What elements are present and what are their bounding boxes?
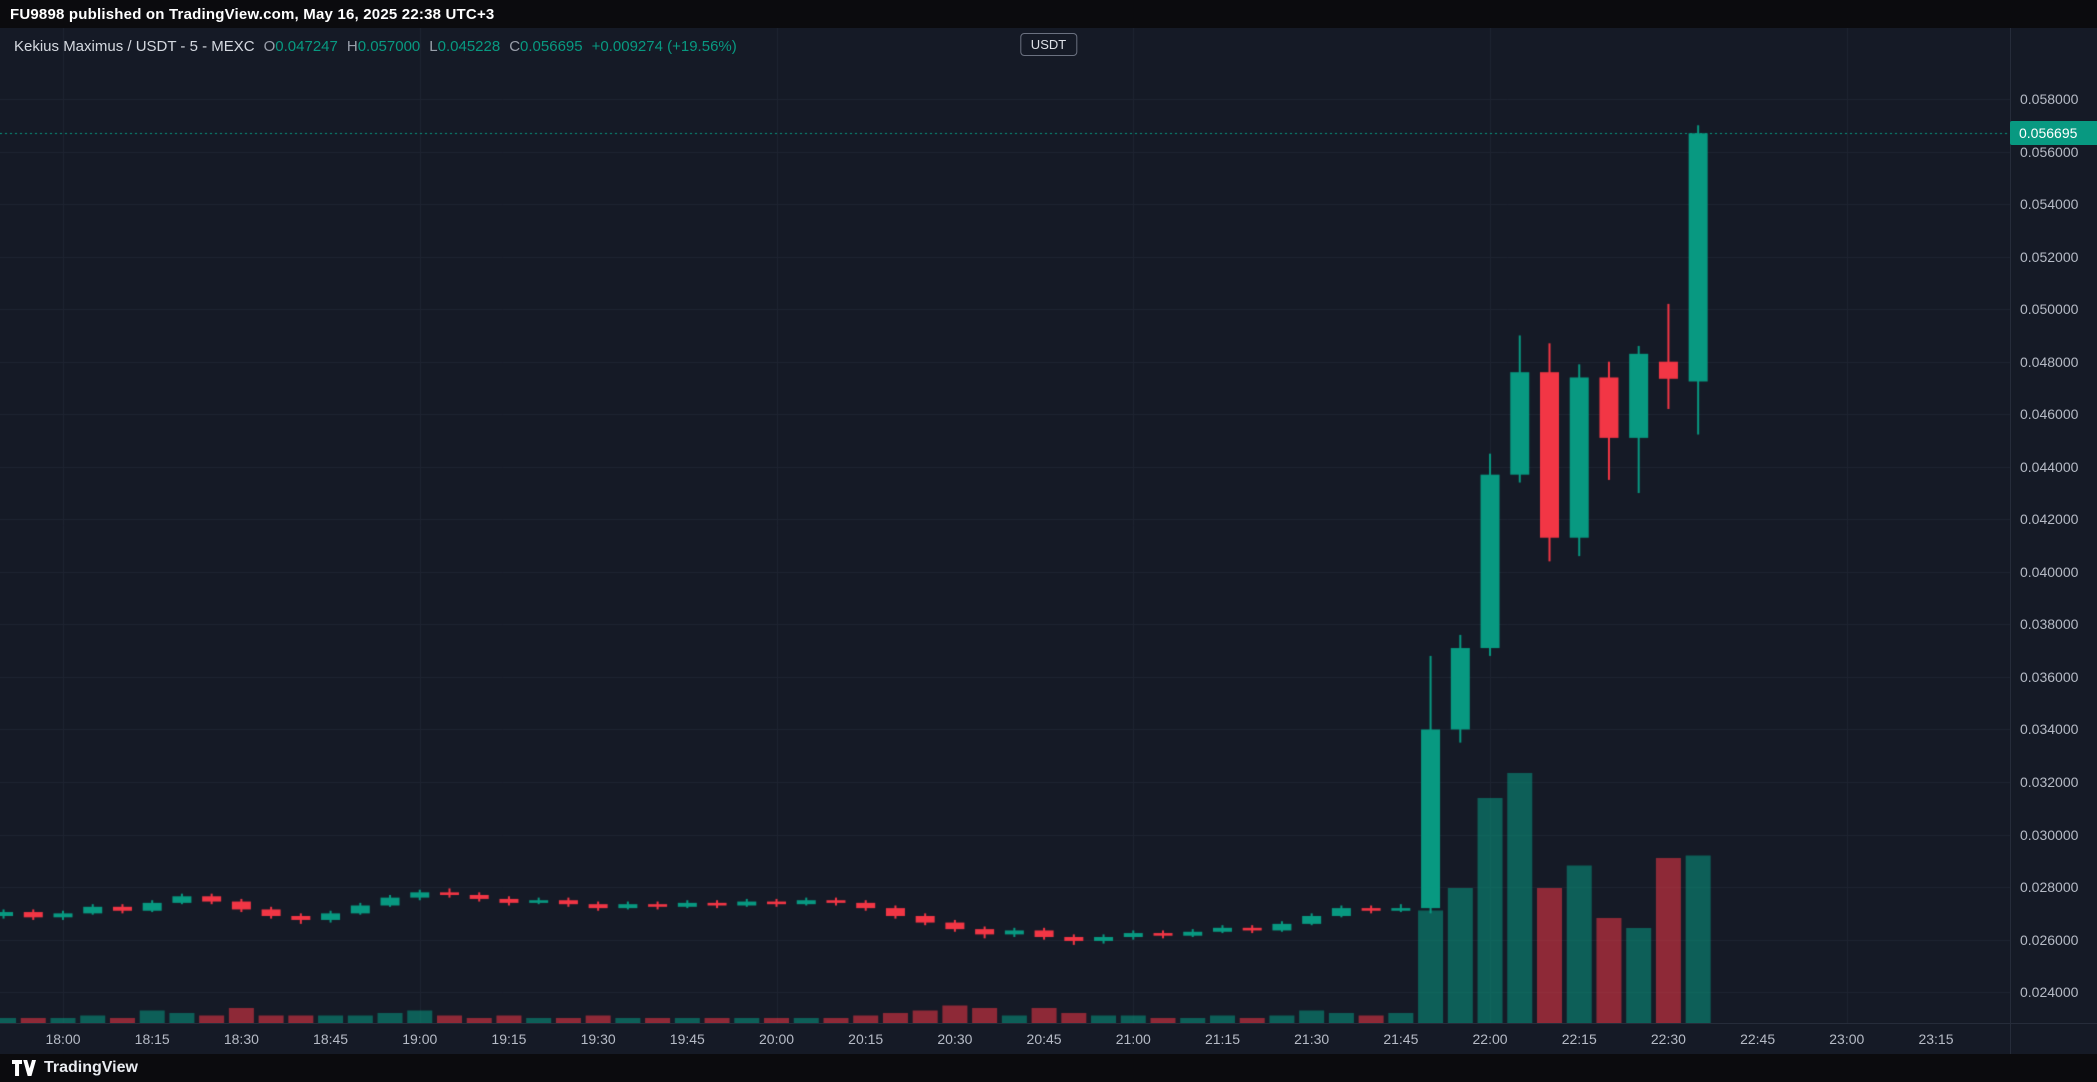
- time-tick-label: 22:30: [1650, 1031, 1686, 1047]
- price-tick-label: 0.052000: [2020, 248, 2079, 265]
- price-tick-label: 0.034000: [2020, 721, 2079, 738]
- price-tick-label: 0.058000: [2020, 91, 2079, 107]
- price-tick-label: 0.024000: [2020, 984, 2079, 1001]
- open-label: O: [263, 38, 276, 55]
- price-tick-label: 0.056000: [2020, 143, 2079, 160]
- low-value: 0.045228: [437, 38, 501, 55]
- ohlc-low: L 0.045228: [429, 38, 500, 55]
- time-tick-label: 19:15: [491, 1031, 527, 1047]
- price-chart-canvas[interactable]: [0, 28, 2010, 1023]
- low-label: L: [429, 38, 438, 55]
- price-tick-label: 0.028000: [2020, 879, 2079, 896]
- price-tick-label: 0.038000: [2020, 616, 2079, 633]
- chart-area: Kekius Maximus / USDT - 5 - MEXC O 0.0472…: [0, 28, 2097, 1054]
- time-tick-label: 19:30: [580, 1031, 616, 1047]
- ohlc-high: H 0.057000: [347, 38, 420, 55]
- time-tick-label: 20:15: [848, 1031, 884, 1047]
- time-scale[interactable]: 18:00 18:15 18:30 18:45 19:00 19:15 19:30 19:45…: [0, 1023, 2097, 1054]
- close-value: 0.056695: [520, 38, 583, 55]
- price-tick-label: 0.046000: [2020, 406, 2079, 423]
- last-price-label: 0.056695: [2010, 121, 2097, 146]
- price-tick-label: 0.030000: [2020, 826, 2079, 843]
- time-tick-label: 23:00: [1829, 1031, 1865, 1047]
- ohlc-open: O 0.047247: [264, 38, 338, 55]
- time-tick-label: 23:15: [1918, 1031, 1954, 1047]
- time-tick-label: 22:15: [1561, 1031, 1597, 1047]
- price-tick-label: 0.036000: [2020, 668, 2079, 685]
- time-tick-label: 21:15: [1204, 1031, 1240, 1047]
- close-label: C: [509, 38, 521, 55]
- price-tick-label: 0.026000: [2020, 931, 2079, 948]
- time-tick-label: 19:45: [669, 1031, 705, 1047]
- symbol-title[interactable]: Kekius Maximus / USDT - 5 - MEXC: [14, 38, 255, 55]
- time-tick-label: 20:00: [758, 1031, 795, 1047]
- time-tick-label: 22:45: [1740, 1031, 1776, 1047]
- top-bar: FU9898 published on TradingView.com, May…: [0, 0, 2097, 28]
- time-tick-label: 18:00: [45, 1031, 81, 1047]
- price-scale[interactable]: 0.058000 0.056000 0.054000 0.052000 0.050000…: [2010, 28, 2097, 1054]
- price-tick-label: 0.040000: [2020, 563, 2079, 580]
- tradingview-brand[interactable]: TradingView: [44, 1059, 138, 1076]
- price-tick-label: 0.044000: [2020, 458, 2079, 475]
- footer-bar: TradingView: [0, 1054, 2097, 1082]
- change-value: +0.009274 (+19.56%): [591, 38, 737, 55]
- time-tick-label: 21:30: [1294, 1031, 1330, 1047]
- price-tick-label: 0.032000: [2020, 774, 2079, 791]
- open-value: 0.047247: [275, 38, 338, 55]
- time-tick-label: 18:15: [134, 1031, 170, 1047]
- time-tick-label: 20:45: [1026, 1031, 1062, 1047]
- tradingview-logo-icon[interactable]: [12, 1060, 36, 1076]
- time-tick-label: 18:45: [313, 1031, 349, 1047]
- price-tick-label: 0.050000: [2020, 301, 2079, 318]
- time-tick-label: 20:30: [937, 1031, 973, 1047]
- publish-note: FU9898 published on TradingView.com, May…: [10, 5, 495, 23]
- ohlc-close: C 0.056695: [509, 38, 582, 55]
- high-value: 0.057000: [357, 38, 421, 55]
- time-tick-label: 21:45: [1383, 1031, 1419, 1047]
- time-tick-label: 18:30: [223, 1031, 259, 1047]
- time-tick-label: 21:00: [1115, 1031, 1151, 1047]
- price-tick-label: 0.042000: [2020, 511, 2079, 528]
- currency-unit-button[interactable]: USDT: [1019, 33, 1078, 56]
- price-tick-label: 0.048000: [2020, 353, 2079, 370]
- time-tick-label: 22:00: [1472, 1031, 1508, 1047]
- price-tick-label: 0.054000: [2020, 196, 2079, 213]
- high-label: H: [346, 38, 358, 55]
- chart-legend: Kekius Maximus / USDT - 5 - MEXC O 0.0472…: [14, 38, 737, 55]
- time-tick-label: 19:00: [402, 1031, 438, 1047]
